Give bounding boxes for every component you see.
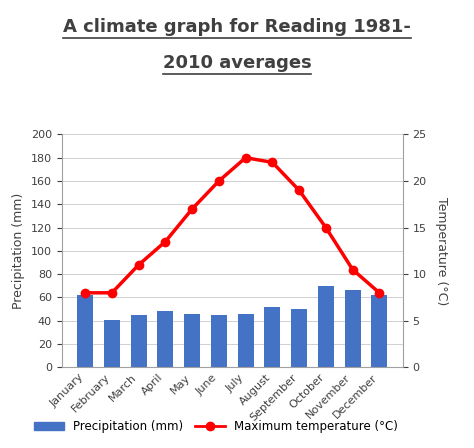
Bar xyxy=(237,314,254,367)
Y-axis label: Temperature (°C): Temperature (°C) xyxy=(435,197,447,305)
Bar xyxy=(345,290,361,367)
Bar xyxy=(131,315,146,367)
Text: 2010 averages: 2010 averages xyxy=(163,54,311,72)
Legend: Precipitation (mm), Maximum temperature (°C): Precipitation (mm), Maximum temperature … xyxy=(29,415,403,438)
Bar xyxy=(211,315,227,367)
Bar xyxy=(104,319,120,367)
Bar xyxy=(157,311,173,367)
Bar xyxy=(264,307,281,367)
Bar xyxy=(291,309,307,367)
Bar xyxy=(184,314,200,367)
Y-axis label: Precipitation (mm): Precipitation (mm) xyxy=(12,193,25,309)
Bar xyxy=(318,286,334,367)
Bar xyxy=(77,295,93,367)
Text: A climate graph for Reading 1981-: A climate graph for Reading 1981- xyxy=(63,18,411,36)
Bar xyxy=(371,295,387,367)
